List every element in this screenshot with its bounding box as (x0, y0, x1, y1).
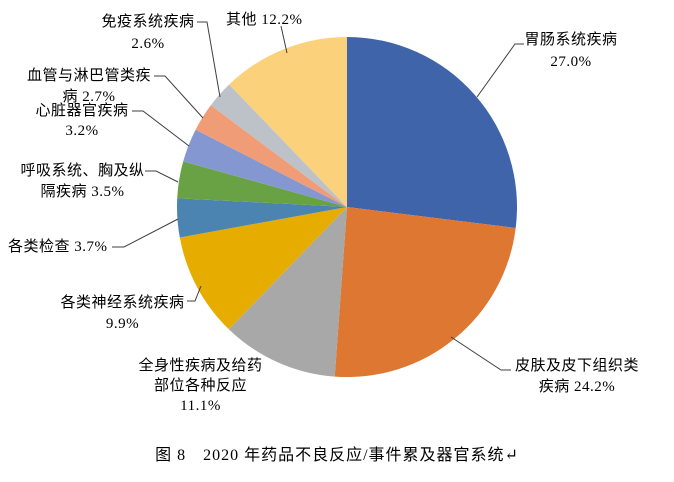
pie-slice-8 (210, 84, 347, 207)
pie-label-cardiac: 心脏器官疾病 3.2% (35, 103, 129, 139)
pie-slice-1 (334, 207, 516, 378)
pie-slice-3 (179, 207, 347, 330)
pie-label-systemic: 全身性疾病及给药 部位各种反应 11.1% (138, 358, 263, 414)
pie-label-examinations: 各类检查 3.7% (8, 239, 108, 255)
leader-line-6 (132, 110, 190, 147)
pie-slice-9 (229, 37, 347, 207)
pie-slice-5 (177, 161, 347, 207)
leader-line-1 (450, 336, 511, 371)
pie-label-skin: 皮肤及皮下组织类 疾病 24.2% (514, 358, 639, 395)
pie-label-gastrointestinal: 胃肠系统疾病 27.0% (524, 32, 618, 70)
pie-label-immune: 免疫系统疾病 2.6% (101, 14, 195, 52)
pie-slice-6 (183, 129, 347, 207)
pie-label-other: 其他 12.2% (226, 12, 303, 28)
pie-label-respiratory: 呼吸系统、胸及纵 隔疾病 3.5% (20, 163, 145, 200)
figure-caption: 图 8 2020 年药品不良反应/事件累及器官系统↵ (155, 447, 519, 464)
pie-slice-4 (176, 198, 347, 238)
pie-slice-7 (195, 105, 347, 207)
leader-line-5 (145, 170, 179, 183)
leader-line-3 (187, 285, 202, 302)
leader-line-7 (154, 75, 204, 119)
leader-line-4 (112, 218, 179, 248)
pie-slice-0 (347, 37, 518, 228)
leader-line-8 (197, 21, 221, 98)
pie-label-nervous: 各类神经系统疾病 9.9% (60, 295, 185, 332)
pie-label-vascular: 血管与淋巴管类疾 病 2.7% (26, 68, 151, 105)
leader-line-0 (476, 43, 524, 98)
pie-slice-2 (228, 207, 347, 377)
leader-line-9 (280, 25, 288, 54)
